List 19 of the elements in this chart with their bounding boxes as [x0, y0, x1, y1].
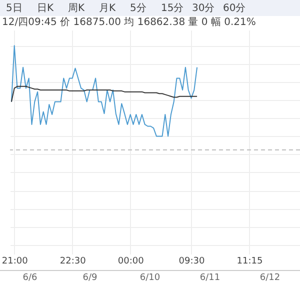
text: 6/10 — [138, 273, 162, 283]
text: 6/9 — [82, 273, 98, 283]
x-tick-label: 11:15 — [236, 256, 263, 266]
text: 15分 — [161, 2, 185, 15]
text: 周K — [68, 2, 86, 15]
text: 5日 — [6, 2, 24, 15]
text: 6/12 — [258, 273, 282, 283]
x-tick-label: 00:00 — [118, 256, 144, 266]
chart-subtitle: 12/四09:45 价 16875.00 均 16862.38 量 0 幅 0.21% — [1, 16, 257, 30]
text: 6/11 — [198, 273, 222, 283]
text: 30分 — [192, 2, 216, 15]
x-tick-label: 09:30 — [178, 256, 205, 266]
text: 60分 — [223, 2, 247, 15]
x-tick-label: 21:00 — [2, 256, 28, 266]
text: 日K — [37, 2, 55, 15]
x-tick-label: 22:30 — [60, 256, 86, 266]
text: 6/6 — [22, 273, 38, 283]
text: 5分 — [130, 2, 148, 15]
text: 月K — [99, 2, 117, 15]
